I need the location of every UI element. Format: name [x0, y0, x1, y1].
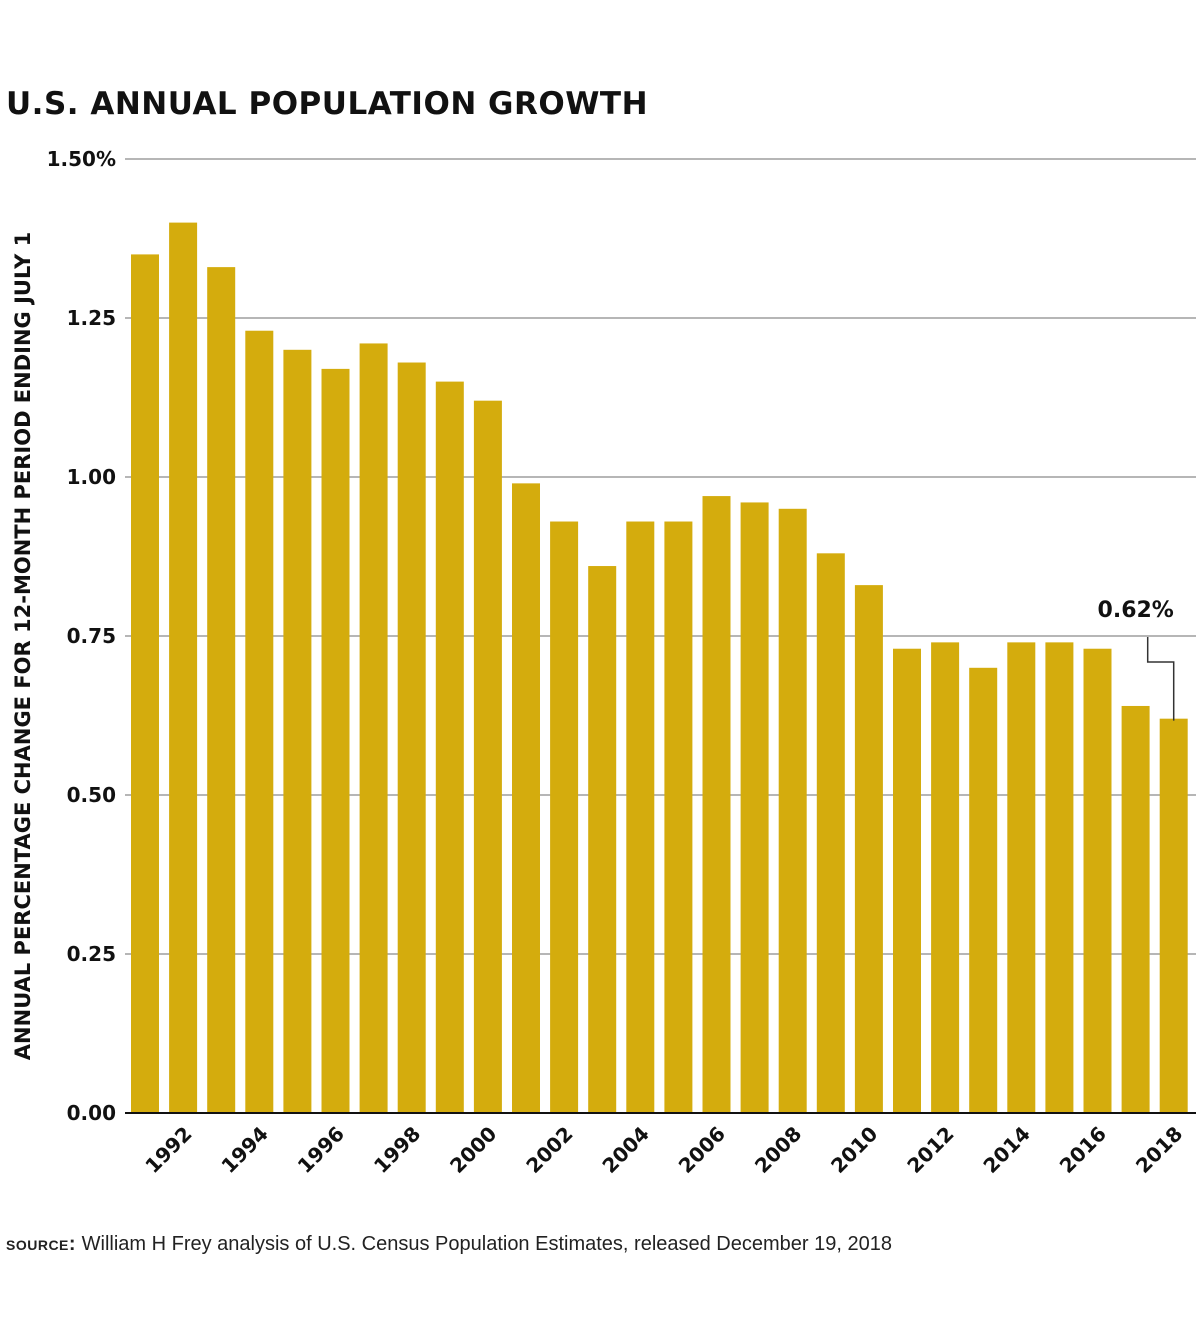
x-tick-label: 2018: [1131, 1122, 1187, 1178]
x-tick-label: 2006: [674, 1122, 730, 1178]
bar-1996: [321, 368, 350, 1113]
bar-1999: [435, 381, 464, 1114]
annotation-label: 0.62%: [1098, 598, 1174, 623]
y-tick-label: 1.50%: [47, 147, 116, 171]
y-tick-label: 0.25: [67, 942, 116, 966]
y-tick-label: 1.00: [67, 465, 116, 489]
bar-2018: [1159, 718, 1188, 1113]
bar-1995: [283, 349, 312, 1113]
x-tick-label: 2010: [826, 1122, 882, 1178]
y-tick-label: 0.75: [67, 624, 116, 648]
bar-2017: [1121, 705, 1150, 1113]
x-tick-label: 1998: [369, 1122, 425, 1178]
bar-1993: [207, 267, 236, 1113]
bar-2003: [588, 566, 617, 1113]
x-tick-label: 2012: [902, 1122, 958, 1178]
y-axis-title: ANNUAL PERCENTAGE CHANGE FOR 12-MONTH PE…: [11, 232, 35, 1060]
bar-2001: [512, 483, 540, 1113]
bar-1997: [359, 343, 388, 1113]
bar-2015: [1045, 642, 1074, 1113]
bar-2011: [893, 648, 921, 1113]
annotation-leader-line: [1146, 637, 1175, 721]
bar-2016: [1083, 648, 1112, 1113]
bar-2014: [1007, 642, 1036, 1113]
x-tick-label: 2014: [978, 1122, 1034, 1178]
y-tick-label: 0.50: [67, 783, 116, 807]
bar-2006: [702, 496, 731, 1114]
bar-2010: [854, 585, 883, 1113]
y-tick-label: 1.25: [67, 306, 116, 330]
bar-1992: [169, 222, 198, 1114]
x-tick-label: 2000: [445, 1122, 501, 1178]
x-tick-label: 2004: [597, 1122, 653, 1178]
bar-1994: [245, 330, 274, 1114]
y-tick-label: 0.00: [67, 1101, 116, 1125]
bar-2004: [626, 521, 655, 1113]
source-text: William H Frey analysis of U.S. Census P…: [76, 1233, 892, 1255]
bar-2008: [778, 508, 807, 1113]
bar-1998: [397, 362, 426, 1113]
source-note: source: William H Frey analysis of U.S. …: [6, 1233, 892, 1256]
x-tick-label: 1992: [140, 1122, 196, 1178]
x-tick-label: 1996: [293, 1122, 349, 1178]
bar-2002: [550, 521, 579, 1113]
x-tick-label: 2002: [521, 1122, 577, 1178]
x-tick-label: 2008: [750, 1122, 806, 1178]
bar-2000: [473, 400, 502, 1113]
x-tick-label: 2016: [1055, 1122, 1111, 1178]
chart-title: U.S. ANNUAL POPULATION GROWTH: [6, 86, 649, 122]
bars: [131, 222, 1188, 1114]
x-tick-label: 1994: [216, 1122, 272, 1178]
bar-2013: [969, 667, 998, 1113]
bar-2005: [664, 521, 693, 1113]
bar-2012: [931, 642, 960, 1113]
source-label: source:: [6, 1233, 77, 1255]
bar-1991: [131, 254, 159, 1113]
bar-2009: [816, 553, 845, 1113]
bar-2007: [740, 502, 769, 1113]
